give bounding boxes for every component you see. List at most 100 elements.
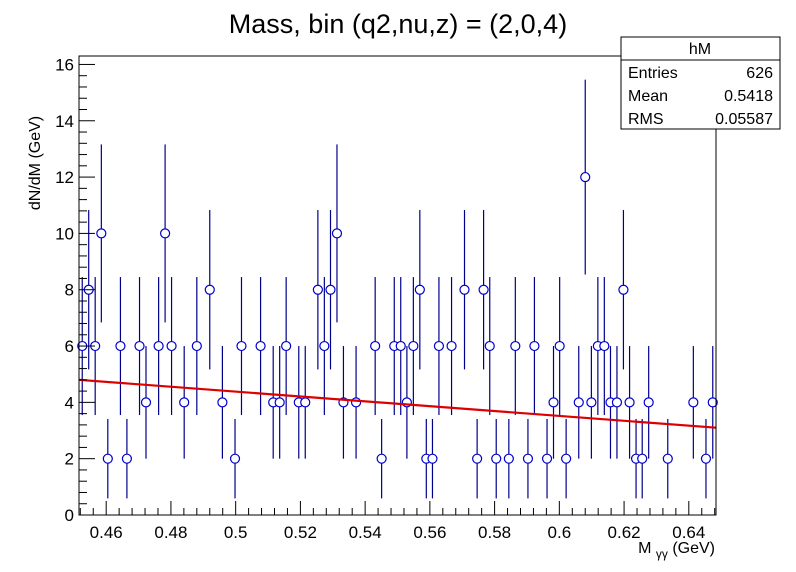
data-marker (510, 340, 521, 352)
data-marker (688, 397, 699, 408)
stats-entries-label: Entries (628, 65, 678, 82)
data-marker (331, 228, 343, 239)
data-point (618, 210, 629, 370)
data-marker (624, 397, 635, 408)
data-point (121, 418, 133, 499)
data-point (637, 418, 648, 499)
data-marker (350, 397, 362, 408)
data-point (370, 277, 381, 416)
data-point (503, 418, 514, 499)
data-point (140, 346, 152, 459)
data-marker (134, 340, 145, 352)
data-point (510, 277, 521, 416)
stats-box-title: hM (689, 41, 711, 58)
data-point (427, 418, 438, 499)
y-tick-label: 6 (65, 337, 74, 356)
data-point (459, 210, 470, 370)
y-tick-label: 16 (55, 55, 74, 74)
data-marker (408, 340, 419, 352)
data-point (281, 277, 292, 416)
data-marker (281, 340, 292, 352)
data-point (255, 277, 266, 416)
x-tick-label: 0.58 (478, 523, 511, 542)
chart-title: Mass, bin (q2,nu,z) = (2,0,4) (229, 9, 567, 39)
data-point (491, 418, 502, 499)
data-point (599, 277, 610, 416)
data-point (484, 277, 495, 416)
data-marker (580, 171, 591, 183)
x-axis-title-subscript: γγ (656, 547, 668, 561)
plot-frame (78, 55, 717, 516)
x-axis-title-main: M (638, 540, 651, 557)
y-tick-label: 4 (65, 393, 74, 412)
data-marker (446, 340, 457, 352)
data-marker (217, 397, 228, 408)
data-point (478, 210, 489, 370)
data-point (580, 79, 591, 275)
data-point (472, 418, 483, 499)
x-axis: 0.46 0.48 0.5 0.52 0.54 0.56 0.58 0.6 0.62 0.64 (79, 501, 716, 542)
data-point (204, 210, 215, 370)
data-point (166, 277, 177, 416)
x-tick-label: 0.52 (284, 523, 317, 542)
data-marker (433, 340, 445, 352)
stats-box: hM Entries 626 Mean 0.5418 RMS 0.05587 (620, 36, 781, 130)
x-tick-label: 0.56 (413, 523, 446, 542)
stats-rms-label: RMS (628, 111, 664, 128)
x-tick-label: 0.64 (672, 523, 705, 542)
data-marker (478, 284, 489, 295)
data-point (611, 346, 623, 459)
data-marker (586, 397, 597, 408)
data-point (217, 346, 228, 459)
data-marks (77, 79, 718, 499)
data-point (191, 277, 202, 416)
data-marker (484, 340, 495, 352)
data-point (274, 346, 285, 459)
data-marker (573, 397, 584, 408)
x-tick-label: 0.46 (90, 523, 123, 542)
y-tick-label: 10 (55, 224, 74, 243)
y-axis: 0 2 4 6 8 10 12 14 16 (55, 55, 95, 525)
data-marker (204, 284, 215, 295)
data-marker (159, 228, 171, 239)
data-marker (312, 284, 323, 295)
data-marker (611, 397, 623, 408)
data-marker (548, 397, 559, 408)
data-point (586, 346, 597, 459)
y-tick-label: 0 (65, 506, 74, 525)
data-marker (191, 340, 202, 352)
data-marker (115, 340, 126, 352)
data-point (229, 418, 241, 499)
data-marker (707, 397, 718, 408)
data-point (159, 144, 171, 323)
stats-mean-label: Mean (628, 88, 668, 105)
data-point (522, 418, 534, 499)
data-marker (643, 397, 654, 408)
data-marker (274, 397, 285, 408)
data-marker (618, 284, 629, 295)
x-tick-label: 0.5 (224, 523, 248, 542)
x-axis-title: M γγ (GeV) (638, 540, 715, 562)
data-marker (599, 340, 610, 352)
x-tick-label: 0.62 (608, 523, 641, 542)
y-tick-label: 14 (55, 112, 74, 131)
data-point (90, 277, 101, 416)
data-point (414, 210, 425, 370)
data-point (643, 346, 654, 459)
data-marker (96, 228, 107, 239)
data-point (700, 418, 712, 499)
data-marker (554, 340, 565, 352)
data-marker (459, 284, 470, 295)
data-marker (472, 453, 483, 464)
data-marker (561, 453, 572, 464)
data-point (688, 346, 699, 459)
stats-rms-value: 0.05587 (715, 111, 773, 128)
data-marker (153, 340, 164, 352)
data-point (433, 277, 445, 416)
data-point (554, 277, 565, 416)
data-marker (522, 453, 534, 464)
data-marker (179, 397, 190, 408)
y-tick-label: 12 (55, 168, 74, 187)
data-point (561, 418, 572, 499)
